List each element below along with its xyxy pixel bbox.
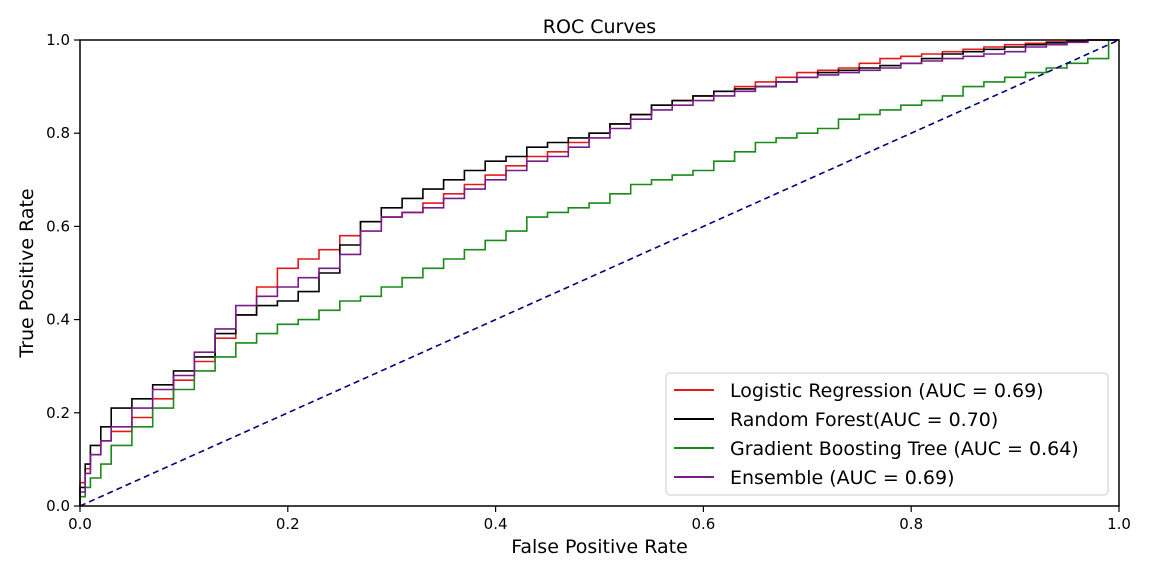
x-tick-label: 1.0 xyxy=(1107,515,1131,533)
x-tick-label: 0.0 xyxy=(68,515,92,533)
y-tick-label: 1.0 xyxy=(46,31,70,49)
y-axis-label: True Positive Rate xyxy=(16,188,38,358)
y-tick-label: 0.0 xyxy=(46,497,70,515)
legend: Logistic Regression (AUC = 0.69) Random F… xyxy=(665,372,1109,496)
series-line-3 xyxy=(79,39,1119,506)
legend-box xyxy=(665,372,1109,496)
legend-label: Gradient Boosting Tree (AUC = 0.64) xyxy=(730,438,1079,460)
y-tick-label: 0.8 xyxy=(46,124,70,142)
plot-frame xyxy=(79,39,1120,507)
series-line-1 xyxy=(79,39,1119,506)
x-tick-label: 0.8 xyxy=(899,515,923,533)
legend-label: Ensemble (AUC = 0.69) xyxy=(730,467,955,489)
legend-label: Logistic Regression (AUC = 0.69) xyxy=(730,380,1044,402)
x-tick-label: 0.4 xyxy=(484,515,508,533)
x-axis-label: False Positive Rate xyxy=(511,536,688,558)
y-tick-label: 0.2 xyxy=(46,404,70,422)
chart-title: ROC Curves xyxy=(543,16,656,38)
x-tick-label: 0.2 xyxy=(276,515,300,533)
y-tick-label: 0.4 xyxy=(46,311,70,329)
x-tick-label: 0.6 xyxy=(691,515,715,533)
series-layer xyxy=(79,39,1120,507)
y-tick-label: 0.6 xyxy=(46,217,70,235)
legend-items: Logistic Regression (AUC = 0.69) Random F… xyxy=(674,380,1079,489)
series-line-2 xyxy=(79,39,1119,506)
legend-label: Random Forest(AUC = 0.70) xyxy=(730,409,998,431)
ticks-layer: 0.0 0.2 0.4 0.6 0.8 1.0 0.0 0.2 0.4 0.6 0.8 1.0 xyxy=(46,31,1131,533)
